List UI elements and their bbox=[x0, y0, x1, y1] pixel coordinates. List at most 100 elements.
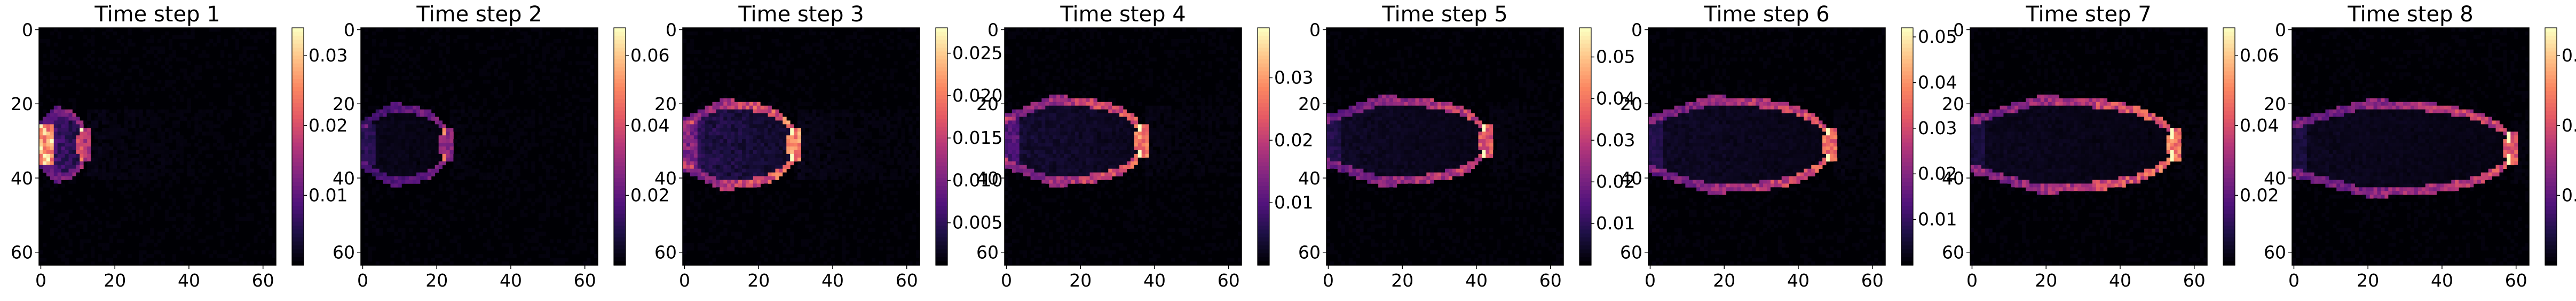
heatmap-cell bbox=[779, 172, 783, 176]
heatmap-cell bbox=[712, 157, 716, 162]
heatmap-cell bbox=[364, 161, 369, 166]
heatmap-cell bbox=[257, 231, 262, 236]
heatmap-cell bbox=[198, 180, 202, 184]
heatmap-cell bbox=[775, 42, 779, 47]
heatmap-cell bbox=[423, 128, 428, 132]
heatmap-cell bbox=[494, 143, 499, 147]
heatmap-cell bbox=[867, 243, 872, 247]
heatmap-cell bbox=[908, 157, 913, 162]
heatmap-cell bbox=[823, 191, 827, 195]
heatmap-cell bbox=[823, 168, 827, 173]
heatmap-cell bbox=[572, 143, 576, 147]
heatmap-cell bbox=[564, 98, 568, 103]
heatmap-cell bbox=[146, 61, 151, 65]
heatmap-cell bbox=[176, 35, 180, 40]
heatmap-cell bbox=[131, 65, 136, 69]
heatmap-cell bbox=[1182, 28, 1187, 32]
heatmap-cell bbox=[434, 150, 439, 155]
heatmap-cell bbox=[705, 187, 709, 191]
heatmap-cell bbox=[250, 195, 254, 199]
heatmap-cell bbox=[161, 143, 165, 147]
heatmap-cell bbox=[187, 172, 191, 176]
heatmap-cell bbox=[390, 132, 394, 136]
heatmap-cell bbox=[527, 120, 532, 125]
heatmap-cell bbox=[705, 113, 709, 117]
heatmap-cell bbox=[842, 120, 846, 125]
heatmap-cell bbox=[864, 176, 868, 180]
heatmap-cell bbox=[461, 109, 465, 113]
heatmap-cell bbox=[742, 128, 746, 132]
heatmap-cell bbox=[191, 180, 195, 184]
heatmap-cell bbox=[213, 28, 217, 32]
heatmap-cell bbox=[594, 180, 598, 184]
heatmap-cell bbox=[701, 146, 706, 151]
heatmap-cell bbox=[786, 102, 791, 106]
heatmap-cell bbox=[823, 172, 827, 176]
heatmap-cell bbox=[191, 198, 195, 203]
heatmap-cell bbox=[808, 31, 813, 36]
heatmap-cell bbox=[468, 109, 472, 113]
heatmap-cell bbox=[250, 113, 254, 117]
heatmap-cell bbox=[209, 254, 214, 258]
heatmap-cell bbox=[734, 143, 739, 147]
heatmap-cell bbox=[756, 90, 761, 95]
heatmap-cell bbox=[756, 120, 761, 125]
heatmap-cell bbox=[57, 132, 62, 136]
heatmap-cell bbox=[716, 168, 720, 173]
heatmap-cell bbox=[808, 206, 813, 210]
heatmap-cell bbox=[727, 202, 731, 206]
heatmap-cell bbox=[549, 150, 554, 155]
heatmap-cell bbox=[838, 172, 842, 176]
heatmap-cell bbox=[68, 57, 73, 61]
heatmap-cell bbox=[364, 117, 369, 121]
colorbar-segment bbox=[936, 194, 947, 198]
heatmap-cell bbox=[535, 53, 539, 58]
heatmap-cell bbox=[804, 224, 809, 229]
heatmap-cell bbox=[368, 117, 373, 121]
heatmap-cell bbox=[154, 143, 158, 147]
heatmap-cell bbox=[91, 143, 95, 147]
heatmap-cell bbox=[453, 161, 457, 166]
heatmap-cell bbox=[553, 176, 558, 180]
heatmap-cell bbox=[912, 168, 916, 173]
heatmap-cell bbox=[587, 87, 591, 91]
heatmap-cell bbox=[697, 213, 702, 218]
heatmap-cell bbox=[161, 132, 165, 136]
heatmap-cell bbox=[831, 120, 835, 125]
heatmap-cell bbox=[712, 72, 716, 76]
heatmap-cell bbox=[257, 220, 262, 225]
heatmap-cell bbox=[916, 132, 920, 136]
heatmap-cell bbox=[242, 87, 247, 91]
heatmap-cell bbox=[372, 246, 376, 251]
heatmap-cell bbox=[72, 146, 76, 151]
heatmap-cell bbox=[246, 124, 250, 128]
heatmap-cell bbox=[124, 132, 128, 136]
heatmap-cell bbox=[483, 206, 487, 210]
colorbar-segment bbox=[292, 241, 304, 246]
heatmap-cell bbox=[361, 128, 365, 132]
colorbar-segment bbox=[614, 202, 626, 206]
heatmap-cell bbox=[693, 217, 698, 221]
heatmap-cell bbox=[546, 165, 550, 169]
heatmap-cell bbox=[516, 165, 520, 169]
heatmap-cell bbox=[383, 153, 387, 158]
heatmap-cell bbox=[760, 220, 765, 225]
heatmap-cell bbox=[834, 113, 839, 117]
heatmap-cell bbox=[453, 165, 457, 169]
heatmap-cell bbox=[509, 250, 513, 254]
heatmap-cell bbox=[398, 161, 402, 166]
heatmap-cell bbox=[53, 135, 58, 140]
heatmap-cell bbox=[1200, 28, 1205, 32]
heatmap-cell bbox=[65, 61, 69, 65]
heatmap-cell bbox=[457, 128, 461, 132]
heatmap-cell bbox=[461, 139, 465, 143]
heatmap-cell bbox=[94, 168, 99, 173]
heatmap-cell bbox=[116, 176, 121, 180]
heatmap-cell bbox=[838, 42, 842, 47]
heatmap-cell bbox=[91, 57, 95, 61]
heatmap-cell bbox=[161, 191, 165, 195]
heatmap-cell bbox=[738, 105, 742, 110]
heatmap-cell bbox=[808, 202, 813, 206]
heatmap-cell bbox=[91, 183, 95, 188]
x-tick-label: 60 bbox=[252, 270, 274, 291]
